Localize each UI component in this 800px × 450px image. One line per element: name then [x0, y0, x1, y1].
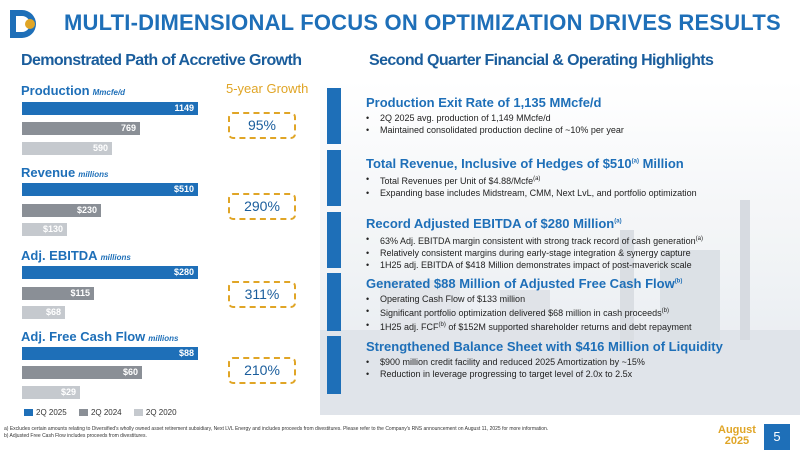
presentation-date: August 2025 — [718, 425, 756, 447]
highlight-revenue: Total Revenue, Inclusive of Hedges of $5… — [366, 156, 697, 199]
bar-adj-ebitda-2q2024: $115 — [22, 287, 94, 300]
bar-value-label: 1149 — [174, 103, 194, 113]
bar-value-label: $130 — [42, 224, 63, 234]
growth-column-heading: 5-year Growth — [226, 81, 309, 96]
bullet-item: Maintained consolidated production decli… — [366, 124, 624, 136]
metric-label-adj-fcf: Adj. Free Cash Flow millions — [21, 329, 178, 344]
metric-label-revenue: Revenue millions — [21, 165, 108, 180]
bar-adj-fcf-2q2020: $29 — [22, 386, 80, 399]
growth-badge-revenue: 290% — [228, 193, 296, 220]
bullet-item: $900 million credit facility and reduced… — [366, 356, 723, 368]
bar-value-label: $280 — [173, 267, 194, 277]
bar-production-2q2020: 590 — [22, 142, 112, 155]
metric-label-adj-ebitda: Adj. EBITDA millions — [21, 248, 131, 263]
bullet-item: Significant portfolio optimization deliv… — [366, 305, 692, 319]
legend-label: 2Q 2020 — [145, 408, 177, 417]
bar-adj-fcf-2q2025: $88 — [22, 347, 198, 360]
section-accent-bar — [327, 88, 341, 144]
metric-unit: millions — [148, 334, 179, 343]
section-title: Generated $88 Million of Adjusted Free C… — [366, 276, 683, 291]
legend-item: 2Q 2024 — [78, 408, 122, 417]
section-title: Total Revenue, Inclusive of Hedges of $5… — [366, 156, 684, 171]
bullet-item: Total Revenues per Unit of $4.88/Mcfe(a) — [366, 173, 697, 187]
legend-label: 2Q 2025 — [36, 408, 67, 417]
bullet-item: Reduction in leverage progressing to tar… — [366, 368, 723, 380]
metric-unit: millions — [78, 170, 109, 179]
bar-value-label: $29 — [60, 387, 76, 397]
section-title: Record Adjusted EBITDA of $280 Million(a… — [366, 216, 622, 231]
chart-legend: 2Q 2025 2Q 2024 2Q 2020 — [24, 408, 187, 417]
left-section-heading: Demonstrated Path of Accretive Growth — [21, 52, 302, 69]
bar-revenue-2q2024: $230 — [22, 204, 101, 217]
legend-label: 2Q 2024 — [90, 408, 122, 417]
section-accent-bar — [327, 212, 341, 268]
company-logo — [6, 6, 42, 42]
legend-item: 2Q 2025 — [24, 408, 67, 417]
bullet-item: Relatively consistent margins during ear… — [366, 247, 703, 259]
highlight-fcf: Generated $88 Million of Adjusted Free C… — [366, 276, 692, 333]
page-title: MULTI-DIMENSIONAL FOCUS ON OPTIMIZATION … — [64, 10, 781, 35]
bar-value-label: $68 — [45, 307, 61, 317]
legend-swatch — [78, 409, 88, 416]
highlight-balance-sheet: Strengthened Balance Sheet with $416 Mil… — [366, 339, 723, 380]
legend-swatch — [24, 409, 33, 416]
bar-adj-ebitda-2q2020: $68 — [22, 306, 65, 319]
section-accent-bar — [327, 150, 341, 206]
growth-badge-adj-ebitda: 311% — [228, 281, 296, 308]
footnote-b: b) Adjusted Free Cash Flow includes proc… — [4, 433, 147, 439]
metric-name: Production — [21, 83, 90, 98]
bar-value-label: 769 — [120, 123, 136, 133]
bar-value-label: $230 — [76, 205, 97, 215]
bar-adj-ebitda-2q2025: $280 — [22, 266, 198, 279]
metric-name: Revenue — [21, 165, 76, 180]
section-title: Strengthened Balance Sheet with $416 Mil… — [366, 339, 723, 354]
page-number: 5 — [764, 424, 790, 450]
section-accent-bar — [327, 273, 341, 331]
bar-revenue-2q2020: $130 — [22, 223, 67, 236]
bullet-item: 1H25 adj. FCF(b) of $152M supported shar… — [366, 319, 692, 333]
date-year: 2025 — [724, 435, 750, 447]
bar-value-label: $510 — [173, 184, 194, 194]
growth-badge-adj-fcf: 210% — [228, 357, 296, 384]
legend-item: 2Q 2020 — [133, 408, 177, 417]
footnotes: a) Excludes certain amounts relating to … — [4, 426, 548, 440]
bullet-item: Operating Cash Flow of $133 million — [366, 293, 692, 305]
bullet-item: Expanding base includes Midstream, CMM, … — [366, 187, 697, 199]
metric-name: Adj. Free Cash Flow — [21, 329, 146, 344]
bar-adj-fcf-2q2024: $60 — [22, 366, 142, 379]
bullet-item: 2Q 2025 avg. production of 1,149 MMcfe/d — [366, 112, 624, 124]
footnote-a: a) Excludes certain amounts relating to … — [4, 426, 549, 432]
bar-value-label: $115 — [70, 288, 90, 298]
bar-revenue-2q2025: $510 — [22, 183, 198, 196]
growth-badge-production: 95% — [228, 112, 296, 139]
bar-production-2q2024: 769 — [22, 122, 140, 135]
section-title: Production Exit Rate of 1,135 MMcfe/d — [366, 95, 602, 110]
bar-value-label: 590 — [92, 143, 108, 153]
date-month: August — [718, 424, 756, 436]
right-section-heading: Second Quarter Financial & Operating Hig… — [369, 52, 714, 69]
bar-production-2q2025: 1149 — [22, 102, 198, 115]
highlight-production: Production Exit Rate of 1,135 MMcfe/d 2Q… — [366, 95, 624, 136]
metric-name: Adj. EBITDA — [21, 248, 98, 263]
legend-swatch — [133, 409, 143, 416]
section-accent-bar — [327, 336, 341, 394]
bar-value-label: $88 — [178, 348, 194, 358]
bullet-item: 1H25 adj. EBITDA of $418 Million demonst… — [366, 259, 703, 271]
metric-unit: Mmcfe/d — [92, 88, 126, 97]
metric-label-production: Production Mmcfe/d — [21, 83, 125, 98]
bullet-item: 63% Adj. EBITDA margin consistent with s… — [366, 233, 703, 247]
highlight-ebitda: Record Adjusted EBITDA of $280 Million(a… — [366, 216, 703, 271]
metric-unit: millions — [100, 253, 131, 262]
bar-value-label: $60 — [122, 367, 138, 377]
